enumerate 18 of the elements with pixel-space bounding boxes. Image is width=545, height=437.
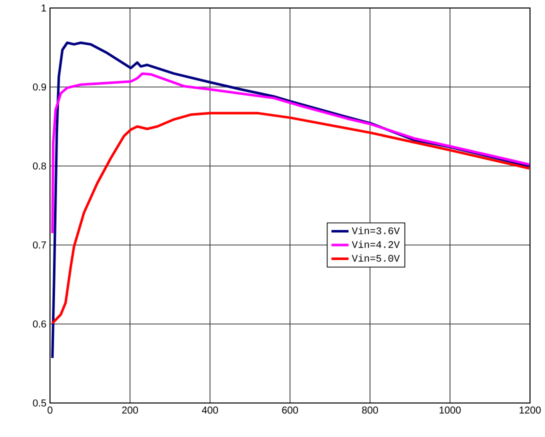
x-tick-label: 1000 bbox=[440, 406, 461, 414]
y-tick-label: 1 bbox=[42, 4, 46, 12]
y-tick-label: 0.6 bbox=[32, 320, 46, 328]
y-tick-label: 0.5 bbox=[32, 399, 46, 407]
y-tick-label: 0.8 bbox=[32, 162, 46, 170]
x-tick-label: 200 bbox=[122, 406, 138, 414]
line-series bbox=[51, 112, 530, 324]
x-tick-label: 1200 bbox=[520, 406, 541, 414]
y-tick-label: 0.9 bbox=[32, 83, 46, 91]
x-tick-label: 600 bbox=[282, 406, 298, 414]
x-tick-label: 800 bbox=[362, 406, 378, 414]
legend-label: Vin=4.2V bbox=[352, 240, 400, 248]
y-tick-label: 0.7 bbox=[32, 241, 46, 249]
x-tick-label: 400 bbox=[202, 406, 218, 414]
legend-label: Vin=5.0V bbox=[352, 254, 400, 262]
x-tick-label: 0 bbox=[48, 406, 52, 414]
line-series bbox=[51, 72, 530, 234]
legend-label: Vin=3.6V bbox=[352, 226, 400, 234]
